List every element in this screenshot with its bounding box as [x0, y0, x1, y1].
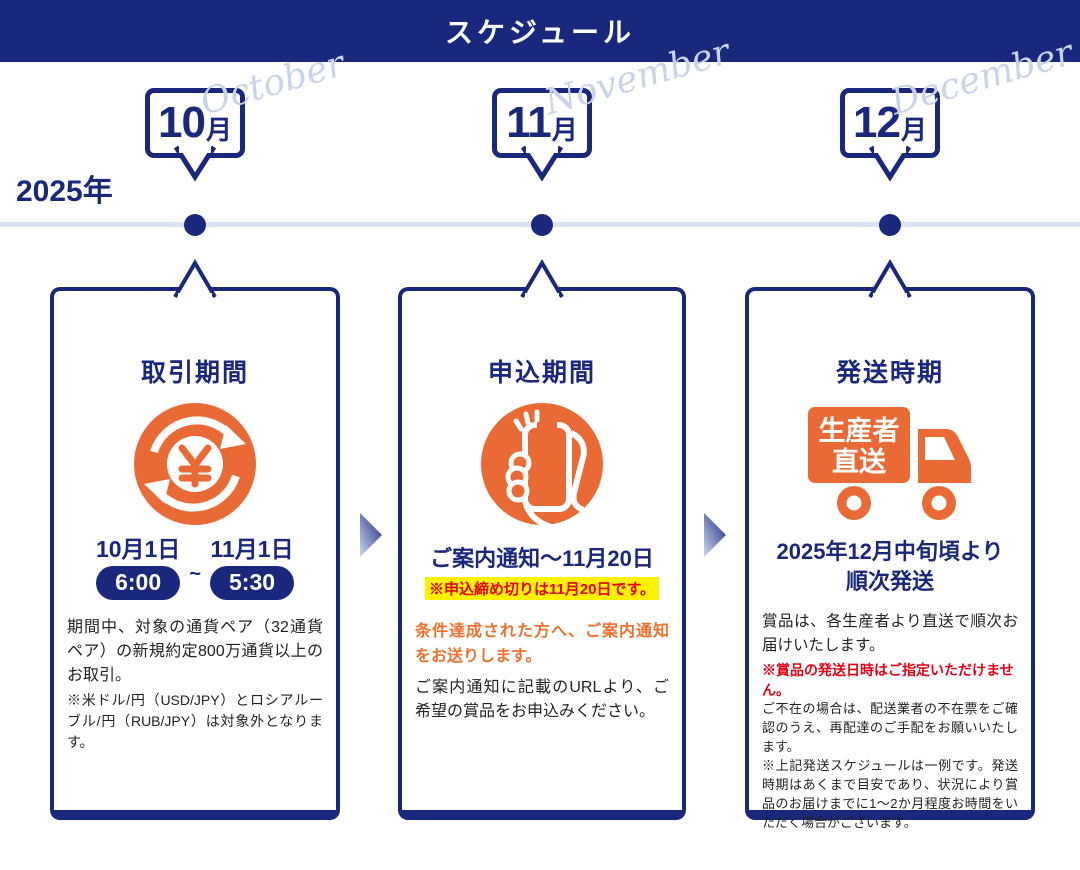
delivery-truck-icon: 生産者 直送: [808, 407, 971, 520]
start-date: 10月1日: [95, 536, 181, 562]
badge-pointer-icon: [520, 145, 564, 182]
card-notch-icon: [868, 259, 912, 299]
step-arrow-icon: [360, 513, 382, 557]
month-badge-november: 11 月: [492, 88, 592, 182]
card-lead-text: 条件達成された方へ、ご案内通知をお送りします。: [415, 623, 669, 665]
card-shipping-period: 発送時期 生産者 直送 2025年12月中旬頃より 順次発送 賞品は、各生産者よ…: [745, 259, 1035, 830]
end-date: 11月1日: [210, 536, 294, 562]
page-title: スケジュール: [444, 17, 636, 48]
card-title: 発送時期: [835, 359, 944, 387]
trading-dates: 10月1日 6:00 ~ 11月1日 5:30: [54, 536, 336, 600]
card-notch-icon: [173, 259, 217, 299]
month-badge-december: 12 月: [840, 88, 940, 182]
application-period-text: ご案内通知〜11月20日: [430, 546, 654, 571]
badge-pointer-icon: [173, 145, 217, 182]
month-number: 12: [853, 98, 901, 147]
step-arrow-icon: [704, 513, 726, 557]
month-number: 11: [506, 98, 552, 147]
month-number: 10: [158, 98, 206, 147]
year-label: 2025年: [16, 175, 113, 208]
card-body-text: 期間中、対象の通貨ペア（32通貨ペア）の新規約定800万通貨以上のお取引。: [67, 618, 323, 684]
truck-label-line2: 直送: [832, 447, 886, 477]
card-body-text: 賞品は、各生産者より直送で順次お届けいたします。: [762, 613, 1018, 654]
shipping-period-text: 2025年12月中旬頃より 順次発送: [749, 537, 1031, 596]
month-unit: 月: [205, 115, 232, 145]
card-trading-period: 取引期間 10月1日: [50, 259, 340, 820]
card-body-text: ご案内通知に記載のURLより、ご希望の賞品をお申込みください。: [415, 678, 669, 720]
header-bar: スケジュール: [0, 0, 1080, 62]
month-unit: 月: [900, 115, 927, 145]
shipping-red-note: ※賞品の発送日時はご指定いただけません。: [762, 661, 1014, 699]
deadline-highlight-note: ※申込締め切りは11月20日です。: [424, 577, 660, 600]
shipping-period-line1: 2025年12月中旬頃より: [776, 539, 1004, 564]
month-badge-october: 10 月: [145, 88, 245, 182]
card-title: 取引期間: [140, 359, 249, 387]
timeline-dot-december: [879, 214, 901, 236]
card-note-text: ※米ドル/円（USD/JPY）とロシアルーブル/円（RUB/JPY）は対象外とな…: [67, 691, 323, 750]
card-application-period: 申込期間: [398, 259, 686, 820]
month-unit: 月: [551, 115, 578, 145]
timeline-dot-october: [184, 214, 206, 236]
tilde-separator: ~: [189, 563, 201, 585]
badge-pointer-icon: [868, 145, 912, 182]
card-title: 申込期間: [487, 359, 596, 387]
timeline-dot-november: [531, 214, 553, 236]
truck-label-line1: 生産者: [819, 415, 900, 446]
shipping-period-line2: 順次発送: [845, 568, 934, 594]
end-time-pill: 5:30: [210, 566, 295, 600]
shipping-note-2: ※上記発送スケジュールは一例です。発送時期はあくまで目安であり、状況により賞品の…: [762, 758, 1018, 830]
yen-exchange-icon: [134, 403, 256, 525]
start-time-pill: 6:00: [96, 566, 181, 600]
smartphone-hand-icon: [481, 403, 603, 525]
card-notch-icon: [520, 259, 564, 299]
shipping-note-1: ご不在の場合は、配送業者の不在票をご確認のうえ、再配達のご手配をお願いいたします…: [762, 701, 1018, 755]
